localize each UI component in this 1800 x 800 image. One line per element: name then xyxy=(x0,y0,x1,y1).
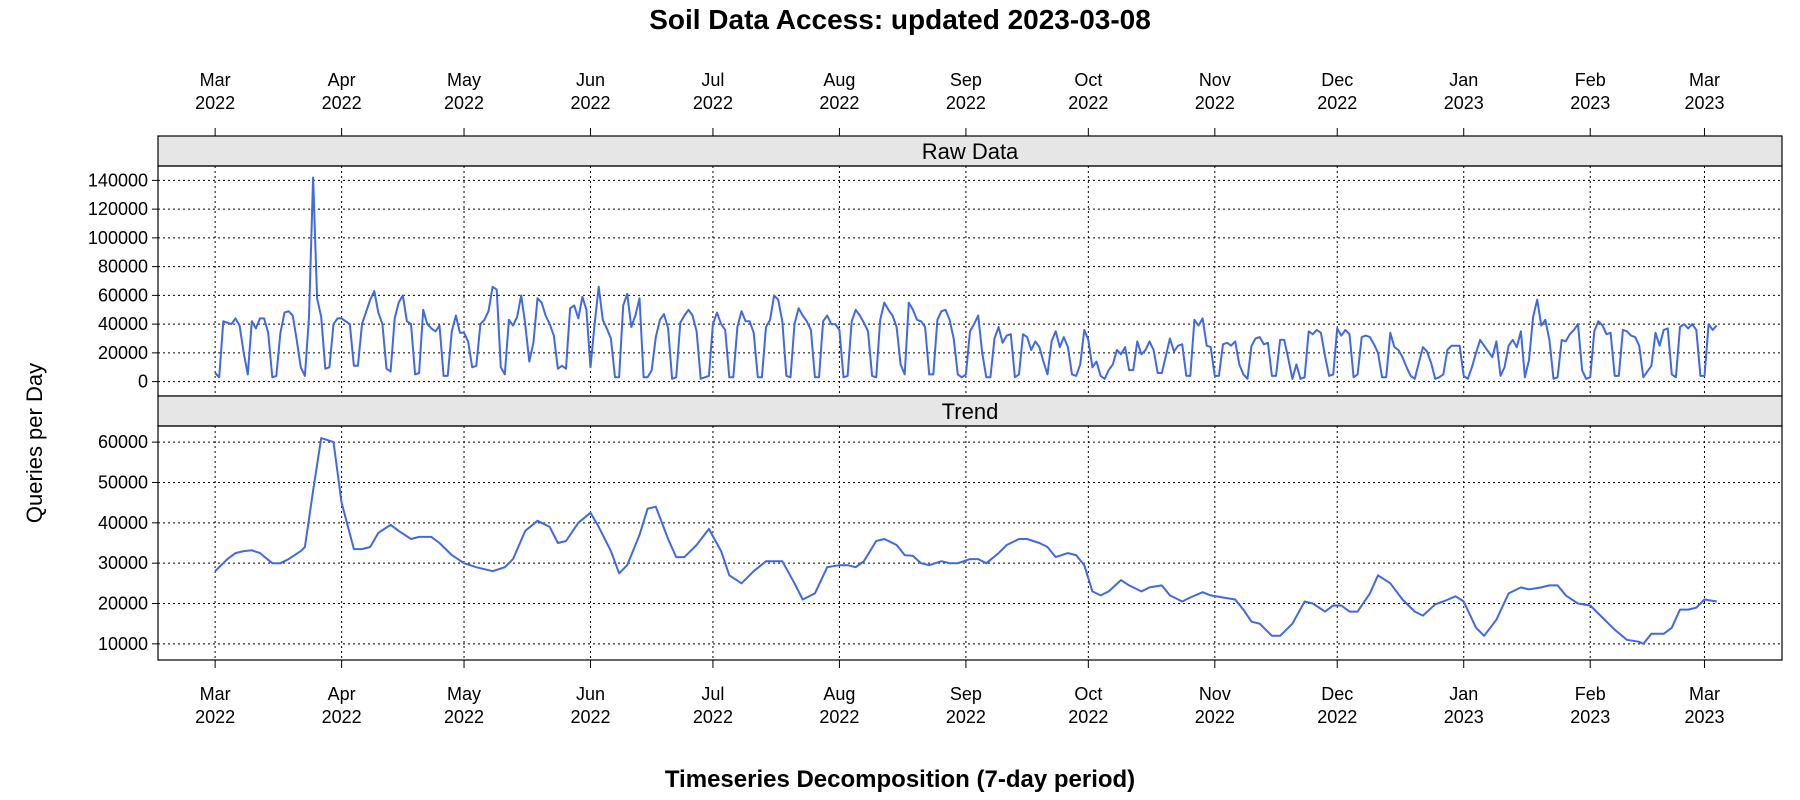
x-tick-label-top-year: 2022 xyxy=(1195,93,1235,113)
y-tick-label: 80000 xyxy=(98,257,148,277)
x-tick-label-bottom-month: Jul xyxy=(701,684,724,704)
x-tick-label-top-year: 2022 xyxy=(819,93,859,113)
y-tick-label: 20000 xyxy=(98,343,148,363)
x-tick-label-top-month: Apr xyxy=(328,70,356,90)
x-tick-label-bottom-month: Sep xyxy=(950,684,982,704)
x-tick-label-bottom-year: 2022 xyxy=(819,707,859,727)
x-tick-label-top-month: Jan xyxy=(1449,70,1478,90)
x-tick-label-bottom-month: Apr xyxy=(328,684,356,704)
x-tick-label-top-month: Dec xyxy=(1321,70,1353,90)
panel-frame xyxy=(157,425,1783,661)
x-axis-label: Timeseries Decomposition (7-day period) xyxy=(664,766,1136,793)
x-tick-label-bottom-year: 2022 xyxy=(444,707,484,727)
panel-frame xyxy=(157,165,1783,397)
x-tick-label-bottom-year: 2022 xyxy=(1068,707,1108,727)
x-tick-label-top-month: May xyxy=(447,70,481,90)
x-tick-label-bottom-year: 2022 xyxy=(693,707,733,727)
x-tick-label-bottom-month: May xyxy=(447,684,481,704)
y-tick-label: 60000 xyxy=(98,432,148,452)
y-tick-label: 60000 xyxy=(98,285,148,305)
raw-data-line xyxy=(214,176,1718,380)
x-tick-label-top-year: 2023 xyxy=(1570,93,1610,113)
frame-layer xyxy=(152,128,1783,668)
x-tick-label-top-year: 2022 xyxy=(322,93,362,113)
series-layer xyxy=(214,176,1718,645)
y-tick-label: 140000 xyxy=(88,170,148,190)
x-tick-label-bottom-year: 2022 xyxy=(322,707,362,727)
x-tick-label-bottom-month: Jan xyxy=(1449,684,1478,704)
x-tick-label-top-month: Mar xyxy=(1689,70,1720,90)
x-tick-label-bottom-month: Dec xyxy=(1321,684,1353,704)
x-tick-label-top-year: 2022 xyxy=(570,93,610,113)
x-tick-label-bottom-month: Mar xyxy=(200,684,231,704)
x-tick-label-bottom-month: Mar xyxy=(1689,684,1720,704)
x-tick-label-bottom-year: 2022 xyxy=(1317,707,1357,727)
x-tick-label-bottom-year: 2022 xyxy=(946,707,986,727)
x-tick-label-top-month: Feb xyxy=(1575,70,1606,90)
chart-title: Soil Data Access: updated 2023-03-08 xyxy=(649,4,1151,35)
panel-strip-label: Raw Data xyxy=(922,139,1019,164)
y-tick-label: 0 xyxy=(138,372,148,392)
y-tick-label: 100000 xyxy=(88,228,148,248)
x-tick-label-top-year: 2022 xyxy=(195,93,235,113)
x-tick-label-bottom-year: 2022 xyxy=(195,707,235,727)
x-tick-label-bottom-month: Feb xyxy=(1575,684,1606,704)
x-tick-label-top-year: 2022 xyxy=(946,93,986,113)
label-layer: Raw Data 0 20000 40000 60000 80000 100000 12000… xyxy=(88,70,1725,727)
x-tick-label-bottom-month: Aug xyxy=(823,684,855,704)
y-tick-label: 40000 xyxy=(98,314,148,334)
x-tick-label-top-year: 2022 xyxy=(444,93,484,113)
y-tick-label: 40000 xyxy=(98,513,148,533)
x-tick-label-bottom-year: 2023 xyxy=(1444,707,1484,727)
x-tick-label-top-month: Aug xyxy=(823,70,855,90)
x-tick-label-bottom-year: 2023 xyxy=(1570,707,1610,727)
x-tick-label-top-year: 2023 xyxy=(1444,93,1484,113)
panel-strip-label: Trend xyxy=(942,399,999,424)
y-tick-label: 30000 xyxy=(98,553,148,573)
trend-line xyxy=(214,437,1717,645)
x-tick-label-top-month: Jun xyxy=(576,70,605,90)
x-tick-label-bottom-year: 2023 xyxy=(1684,707,1724,727)
x-tick-label-top-month: Sep xyxy=(950,70,982,90)
y-tick-label: 10000 xyxy=(98,634,148,654)
x-tick-label-bottom-month: Jun xyxy=(576,684,605,704)
x-tick-label-top-month: Mar xyxy=(200,70,231,90)
x-tick-label-bottom-year: 2022 xyxy=(570,707,610,727)
y-tick-label: 50000 xyxy=(98,472,148,492)
x-tick-label-top-year: 2022 xyxy=(693,93,733,113)
x-tick-label-top-year: 2022 xyxy=(1317,93,1357,113)
x-tick-label-top-year: 2022 xyxy=(1068,93,1108,113)
x-tick-label-bottom-month: Oct xyxy=(1074,684,1102,704)
y-tick-label: 20000 xyxy=(98,594,148,614)
x-tick-label-top-month: Oct xyxy=(1074,70,1102,90)
x-tick-label-bottom-year: 2022 xyxy=(1195,707,1235,727)
y-tick-label: 120000 xyxy=(88,199,148,219)
x-tick-label-top-year: 2023 xyxy=(1684,93,1724,113)
x-tick-label-bottom-month: Nov xyxy=(1199,684,1231,704)
panel-strip xyxy=(157,395,1783,427)
x-tick-label-top-month: Nov xyxy=(1199,70,1231,90)
x-tick-label-top-month: Jul xyxy=(701,70,724,90)
